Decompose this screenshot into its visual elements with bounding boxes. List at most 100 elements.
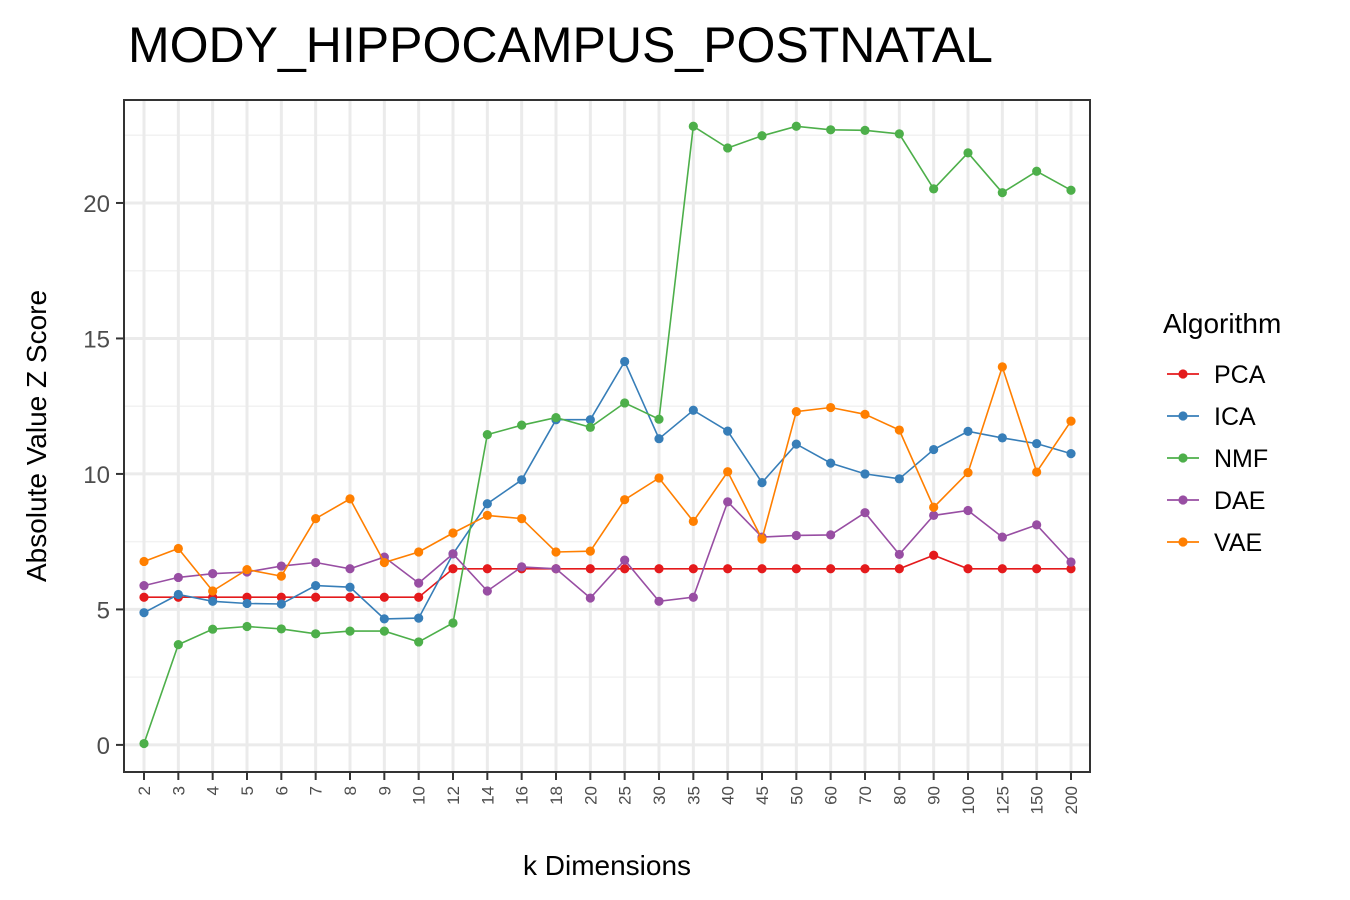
legend-label: ICA <box>1214 403 1256 431</box>
y-axis: 0 5 10 15 20 <box>83 191 124 760</box>
data-point-dae <box>1032 520 1042 530</box>
data-point-dae <box>860 508 870 518</box>
x-tick-label: 90 <box>925 786 944 805</box>
data-point-dae <box>826 530 836 540</box>
data-point-vae <box>345 494 355 504</box>
data-point-nmf <box>173 640 183 650</box>
data-point-pca <box>585 564 595 574</box>
grid-minor <box>124 134 1090 678</box>
y-tick-label: 20 <box>83 191 110 218</box>
data-point-ica <box>723 426 733 436</box>
chart-title: MODY_HIPPOCAMPUS_POSTNATAL <box>128 17 993 73</box>
data-point-nmf <box>654 414 664 424</box>
x-tick-label: 5 <box>238 786 257 795</box>
data-point-pca <box>276 592 286 602</box>
data-point-nmf <box>242 621 252 632</box>
x-tick-label: 10 <box>410 786 429 805</box>
data-point-ica <box>963 426 973 436</box>
data-point-dae <box>551 564 561 574</box>
legend-key-point <box>1178 369 1188 379</box>
data-point-dae <box>620 555 630 565</box>
x-tick-label: 60 <box>822 786 841 805</box>
data-point-vae <box>654 473 664 483</box>
legend-label: NMF <box>1214 445 1268 473</box>
data-point-nmf <box>311 629 321 639</box>
data-point-nmf <box>1066 185 1076 195</box>
series-vae <box>139 362 1076 596</box>
x-tick-label: 25 <box>616 786 635 805</box>
series-line-pca <box>144 554 1071 599</box>
data-point-pca <box>688 564 698 574</box>
data-point-dae <box>139 580 149 591</box>
data-point-dae <box>654 596 664 606</box>
data-point-dae <box>723 497 733 507</box>
data-point-vae <box>929 502 939 512</box>
data-point-pca <box>963 564 973 574</box>
data-point-ica <box>311 580 321 591</box>
data-point-dae <box>482 586 492 596</box>
data-point-dae <box>311 557 321 568</box>
data-point-pca <box>929 550 939 560</box>
data-point-nmf <box>414 637 424 647</box>
data-point-pca <box>139 592 149 602</box>
data-point-pca <box>414 592 424 602</box>
data-point-ica <box>654 434 664 444</box>
data-point-vae <box>276 571 286 581</box>
data-point-vae <box>585 546 595 556</box>
data-point-dae <box>173 572 183 583</box>
data-point-vae <box>723 467 733 477</box>
data-point-vae <box>860 409 870 419</box>
grid-major <box>124 100 1090 772</box>
data-point-nmf <box>723 143 733 153</box>
data-point-nmf <box>345 626 355 636</box>
data-point-ica <box>208 596 218 606</box>
data-point-vae <box>242 564 252 575</box>
data-point-vae <box>963 467 973 478</box>
x-tick-label: 16 <box>513 786 532 805</box>
data-point-ica <box>620 356 630 367</box>
data-point-nmf <box>276 624 286 634</box>
data-point-dae <box>517 562 527 572</box>
x-tick-label: 4 <box>204 786 223 795</box>
legend-item-dae: DAE <box>1167 487 1265 515</box>
data-point-dae <box>276 561 286 571</box>
data-point-ica <box>517 475 527 485</box>
data-point-nmf <box>517 420 527 430</box>
legend-item-nmf: NMF <box>1167 445 1268 473</box>
legend-label: VAE <box>1214 529 1262 557</box>
data-point-vae <box>894 425 904 435</box>
data-point-ica <box>242 598 252 609</box>
data-point-vae <box>173 543 183 554</box>
data-point-dae <box>688 592 698 602</box>
x-tick-label: 6 <box>272 786 291 795</box>
data-point-pca <box>311 592 321 602</box>
data-point-dae <box>997 532 1007 542</box>
data-point-ica <box>414 613 424 623</box>
x-tick-label: 80 <box>890 786 909 805</box>
data-point-nmf <box>688 121 698 131</box>
data-point-nmf <box>791 121 801 131</box>
data-point-pca <box>997 564 1007 574</box>
data-point-pca <box>1066 564 1076 574</box>
data-point-ica <box>1066 449 1076 459</box>
data-point-vae <box>620 495 630 505</box>
data-point-vae <box>688 516 698 526</box>
data-point-pca <box>345 592 355 602</box>
data-point-vae <box>311 514 321 524</box>
data-point-dae <box>414 578 424 588</box>
data-point-vae <box>1032 467 1042 477</box>
legend-title: Algorithm <box>1163 308 1281 339</box>
x-tick-label: 50 <box>787 786 806 805</box>
data-point-vae <box>791 407 801 417</box>
data-point-pca <box>448 564 458 574</box>
data-point-dae <box>345 564 355 574</box>
data-point-vae <box>997 362 1007 372</box>
x-tick-label: 20 <box>581 786 600 805</box>
data-point-pca <box>482 564 492 574</box>
data-point-vae <box>379 557 389 568</box>
data-point-dae <box>448 549 458 559</box>
x-tick-label: 7 <box>307 786 326 795</box>
series-line-ica <box>143 359 1072 620</box>
data-point-vae <box>482 510 492 520</box>
